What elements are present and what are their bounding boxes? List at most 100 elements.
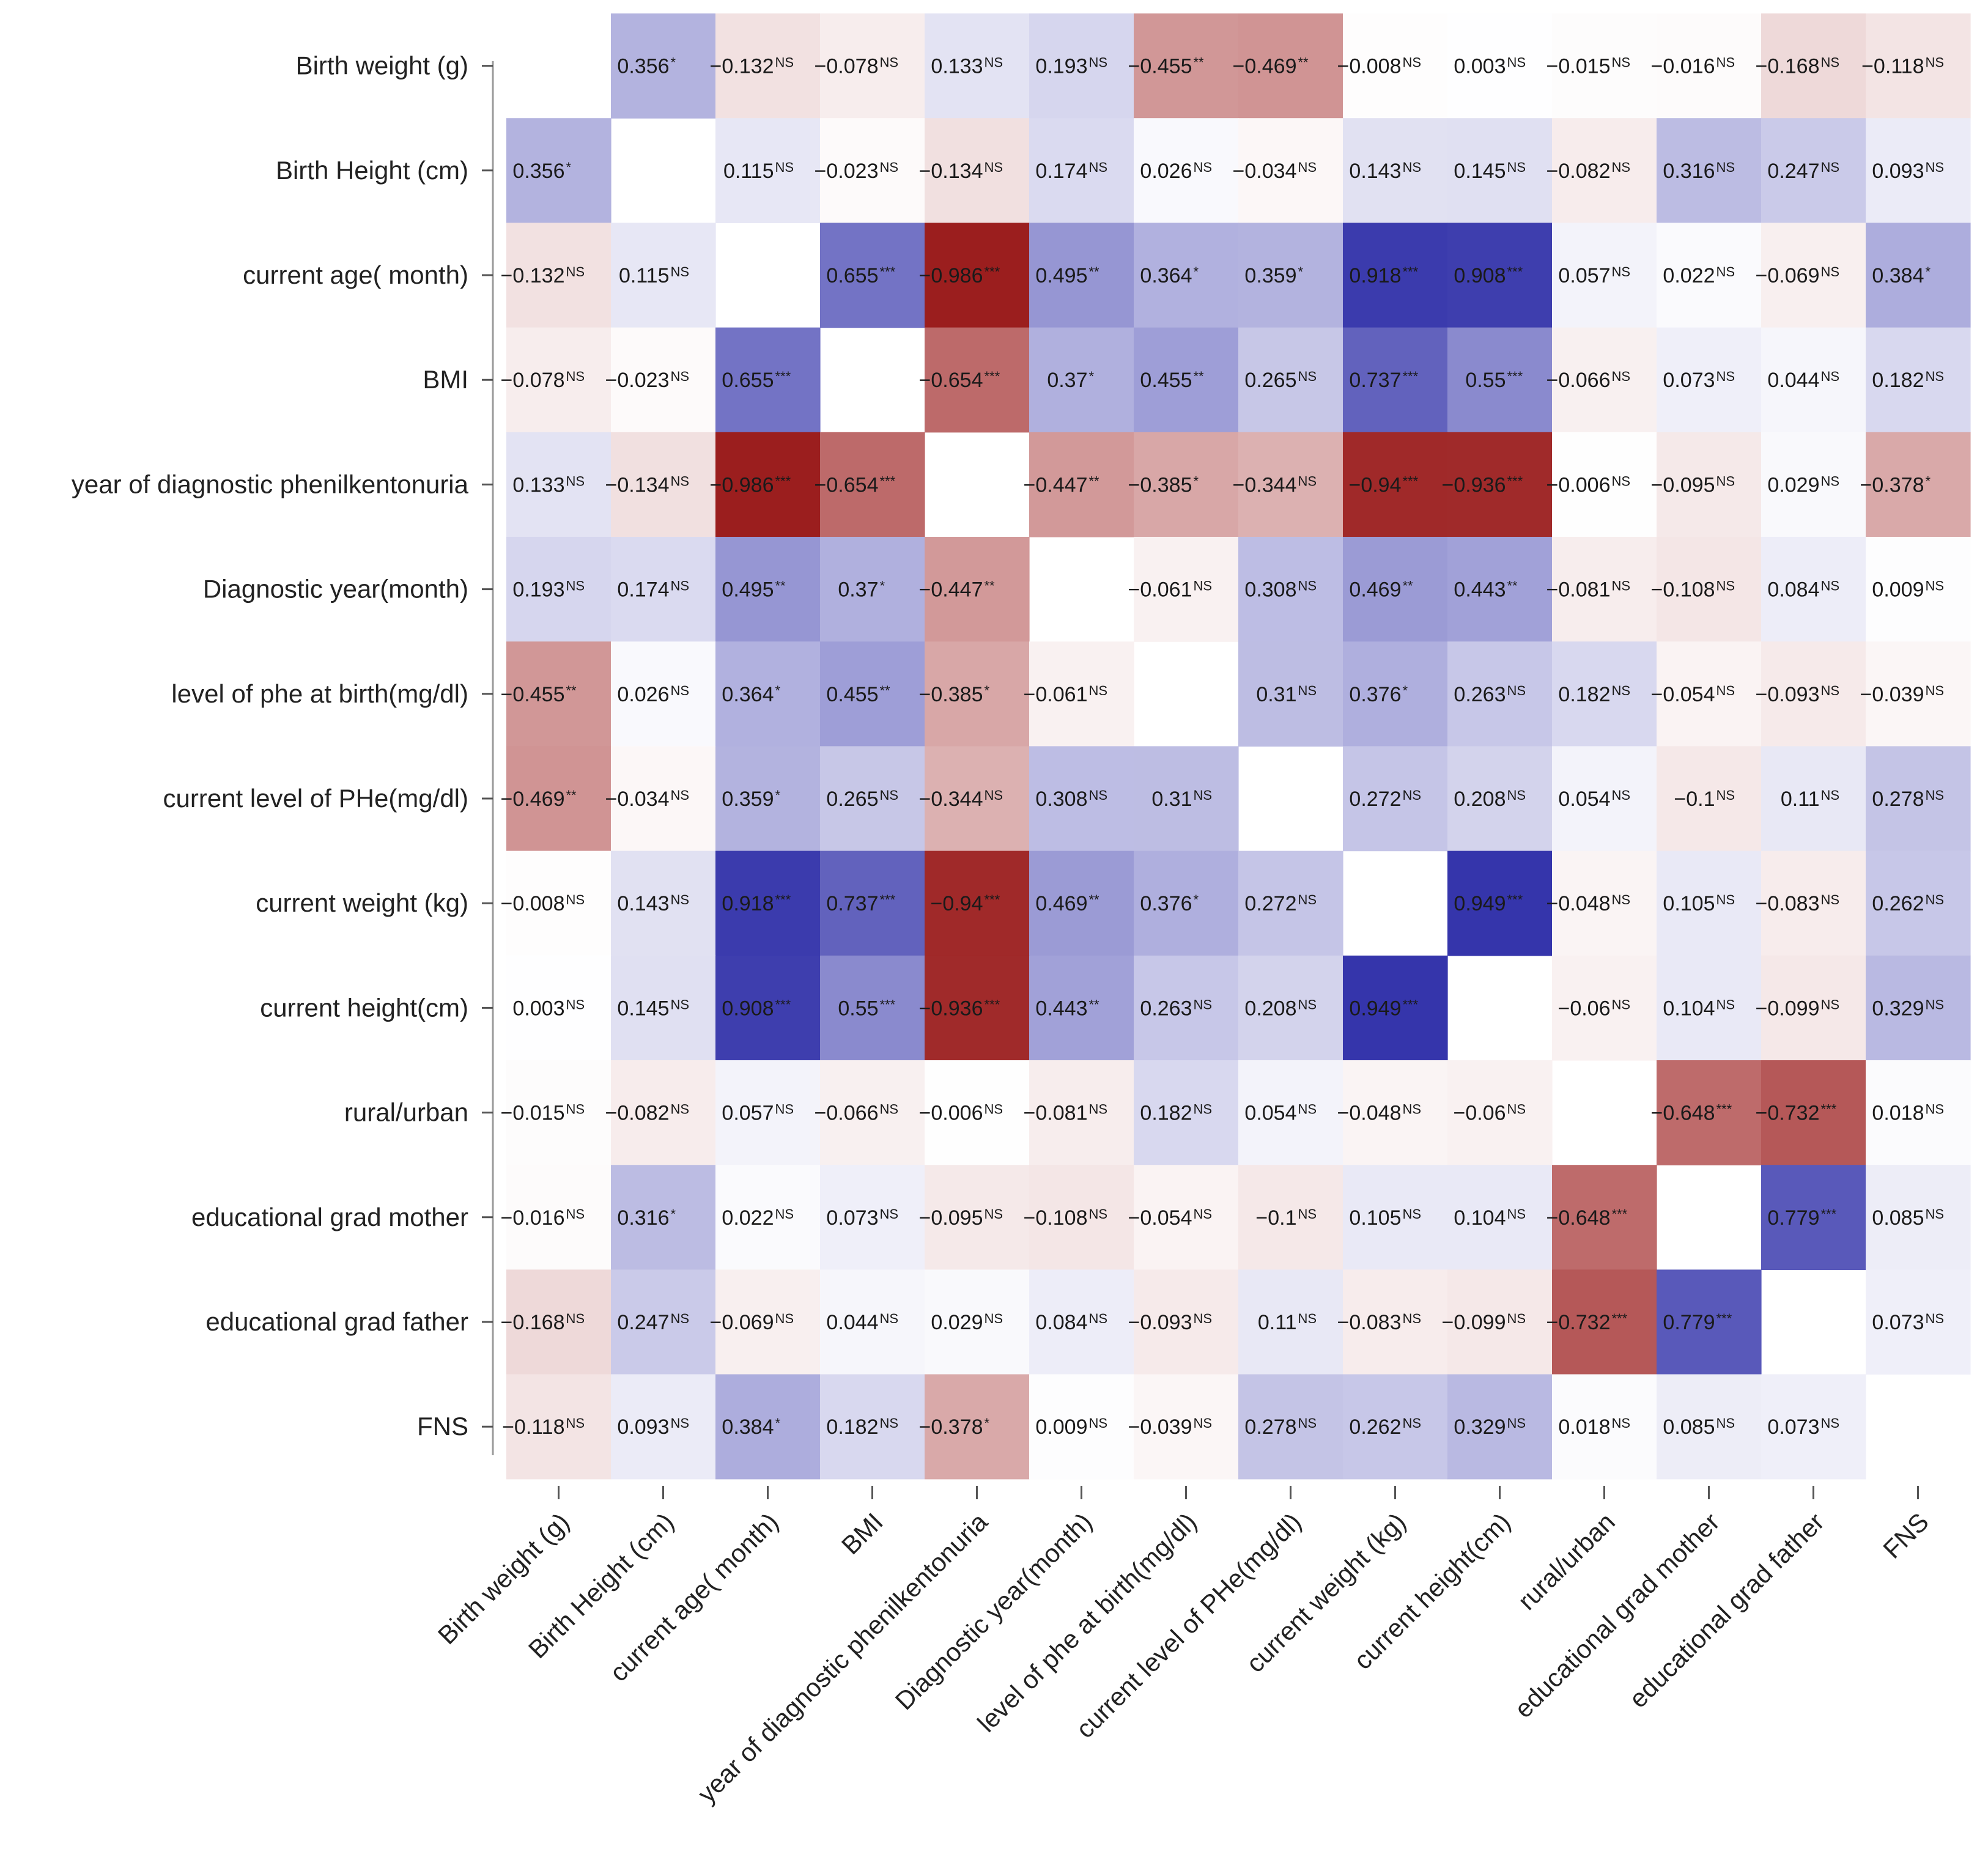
cell-value-label: 0.073 [1872,1311,1924,1334]
heatmap-cell [1029,1165,1134,1270]
cell-value-label: −0.936 [919,997,983,1020]
cell-significance-label: *** [1507,892,1523,907]
cell-value-label: 0.443 [1454,578,1506,602]
heatmap-cell [1657,327,1762,433]
cell-significance-label: NS [880,1206,899,1222]
cell-value-label: 0.655 [826,264,878,287]
cell-significance-label: NS [1089,55,1108,70]
heatmap-cell [820,118,925,223]
heatmap-cell [1343,746,1448,852]
cell-significance-label: * [671,55,676,70]
heatmap-cell [1761,13,1866,119]
cell-significance-label: ** [1089,264,1100,279]
cell-value-label: 0.029 [1767,473,1819,496]
cell-significance-label: NS [1507,55,1526,70]
cell-significance-label: NS [1403,55,1422,70]
heatmap-cell [1343,955,1448,1061]
cell-significance-label: NS [1298,1102,1317,1117]
cell-value-label: 0.022 [722,1206,774,1230]
cell-significance-label: NS [1194,578,1213,594]
cell-significance-label: NS [1507,1311,1526,1326]
cell-significance-label: NS [775,1102,794,1117]
cell-value-label: 0.084 [1767,578,1819,602]
cell-value-label: −0.069 [710,1311,774,1334]
heatmap-cell [1029,1269,1134,1375]
heatmap-cell [1238,1269,1343,1375]
heatmap-cell [925,1060,1030,1165]
cell-significance-label: NS [880,160,899,175]
cell-significance-label: NS [1716,160,1735,175]
cell-value-label: −0.469 [1233,55,1297,78]
x-axis-tick-label: FNS [1877,1507,1934,1564]
cell-significance-label: NS [1194,1206,1213,1222]
cell-significance-label: NS [1821,264,1840,279]
cell-significance-label: NS [1821,997,1840,1012]
cell-significance-label: NS [1821,683,1840,698]
heatmap-cell [1657,223,1762,328]
cell-significance-label: NS [1821,369,1840,384]
x-axis-tick-label: current level of PHe(mg/dl) [1070,1507,1306,1743]
cell-significance-label: NS [775,1206,794,1222]
cell-value-label: 0.263 [1140,997,1192,1020]
cell-value-label: 0.908 [722,997,774,1020]
heatmap-cell [1238,641,1343,747]
cell-value-label: 0.316 [1663,160,1715,183]
cell-significance-label: NS [1612,892,1631,907]
cell-value-label: 0.085 [1872,1206,1924,1230]
heatmap-cell [1657,1269,1762,1375]
cell-value-label: −0.082 [605,1102,670,1125]
cell-value-label: −0.447 [1024,473,1088,496]
cell-value-label: 0.093 [617,1415,669,1439]
cell-significance-label: NS [880,55,899,70]
heatmap-cell [715,955,821,1061]
heatmap-cell [1552,223,1657,328]
heatmap-cell [506,955,612,1061]
y-axis-tick-label: current level of PHe(mg/dl) [163,784,468,813]
heatmap-cell [1447,1060,1553,1165]
cell-significance-label: ** [1194,55,1205,70]
heatmap-cell [715,327,821,433]
cell-significance-label: NS [671,1311,690,1326]
cell-value-label: 0.329 [1454,1415,1506,1439]
heatmap-cell [1552,1165,1657,1270]
cell-value-label: 0.018 [1872,1102,1924,1125]
cell-value-label: −0.06 [1558,997,1610,1020]
heatmap-cell [1343,537,1448,642]
heatmap-cell [1134,955,1239,1061]
heatmap-cell [1657,1060,1762,1165]
heatmap-cell [1029,327,1134,433]
cell-value-label: −0.385 [1128,473,1192,496]
cell-value-label: 0.003 [1454,55,1506,78]
cell-significance-label: NS [775,160,794,175]
heatmap-cell [1134,1060,1239,1165]
heatmap-cell [1866,432,1971,537]
cell-value-label: −0.344 [919,788,983,811]
cell-significance-label: NS [1298,1206,1317,1222]
cell-value-label: 0.737 [1349,369,1401,392]
cell-value-label: 0.044 [1767,369,1819,392]
y-axis-tick-label: Birth Height (cm) [276,156,468,185]
cell-significance-label: NS [566,369,585,384]
heatmap-cell [1552,118,1657,223]
cell-significance-label: * [880,578,885,594]
cell-value-label: −0.936 [1442,473,1506,496]
cell-significance-label: * [775,683,781,698]
cell-value-label: −0.648 [1651,1102,1715,1125]
heatmap-cell [925,13,1030,119]
y-axis-tick-label: current height(cm) [260,993,468,1022]
heatmap-cell [820,1060,925,1165]
heatmap-cell [1029,13,1134,119]
cell-value-label: −0.048 [1337,1102,1402,1125]
cell-significance-label: NS [1926,578,1945,594]
cell-significance-label: NS [1089,1311,1108,1326]
cell-significance-label: NS [1612,683,1631,698]
cell-significance-label: NS [1612,473,1631,489]
heatmap-cell [1238,13,1343,119]
cell-significance-label: NS [1821,892,1840,907]
cell-significance-label: NS [880,1415,899,1431]
cell-significance-label: NS [1821,1415,1840,1431]
cell-value-label: 0.009 [1035,1415,1087,1439]
heatmap-cell [1447,537,1553,642]
cell-value-label: 0.359 [722,788,774,811]
cell-value-label: −0.082 [1546,160,1611,183]
